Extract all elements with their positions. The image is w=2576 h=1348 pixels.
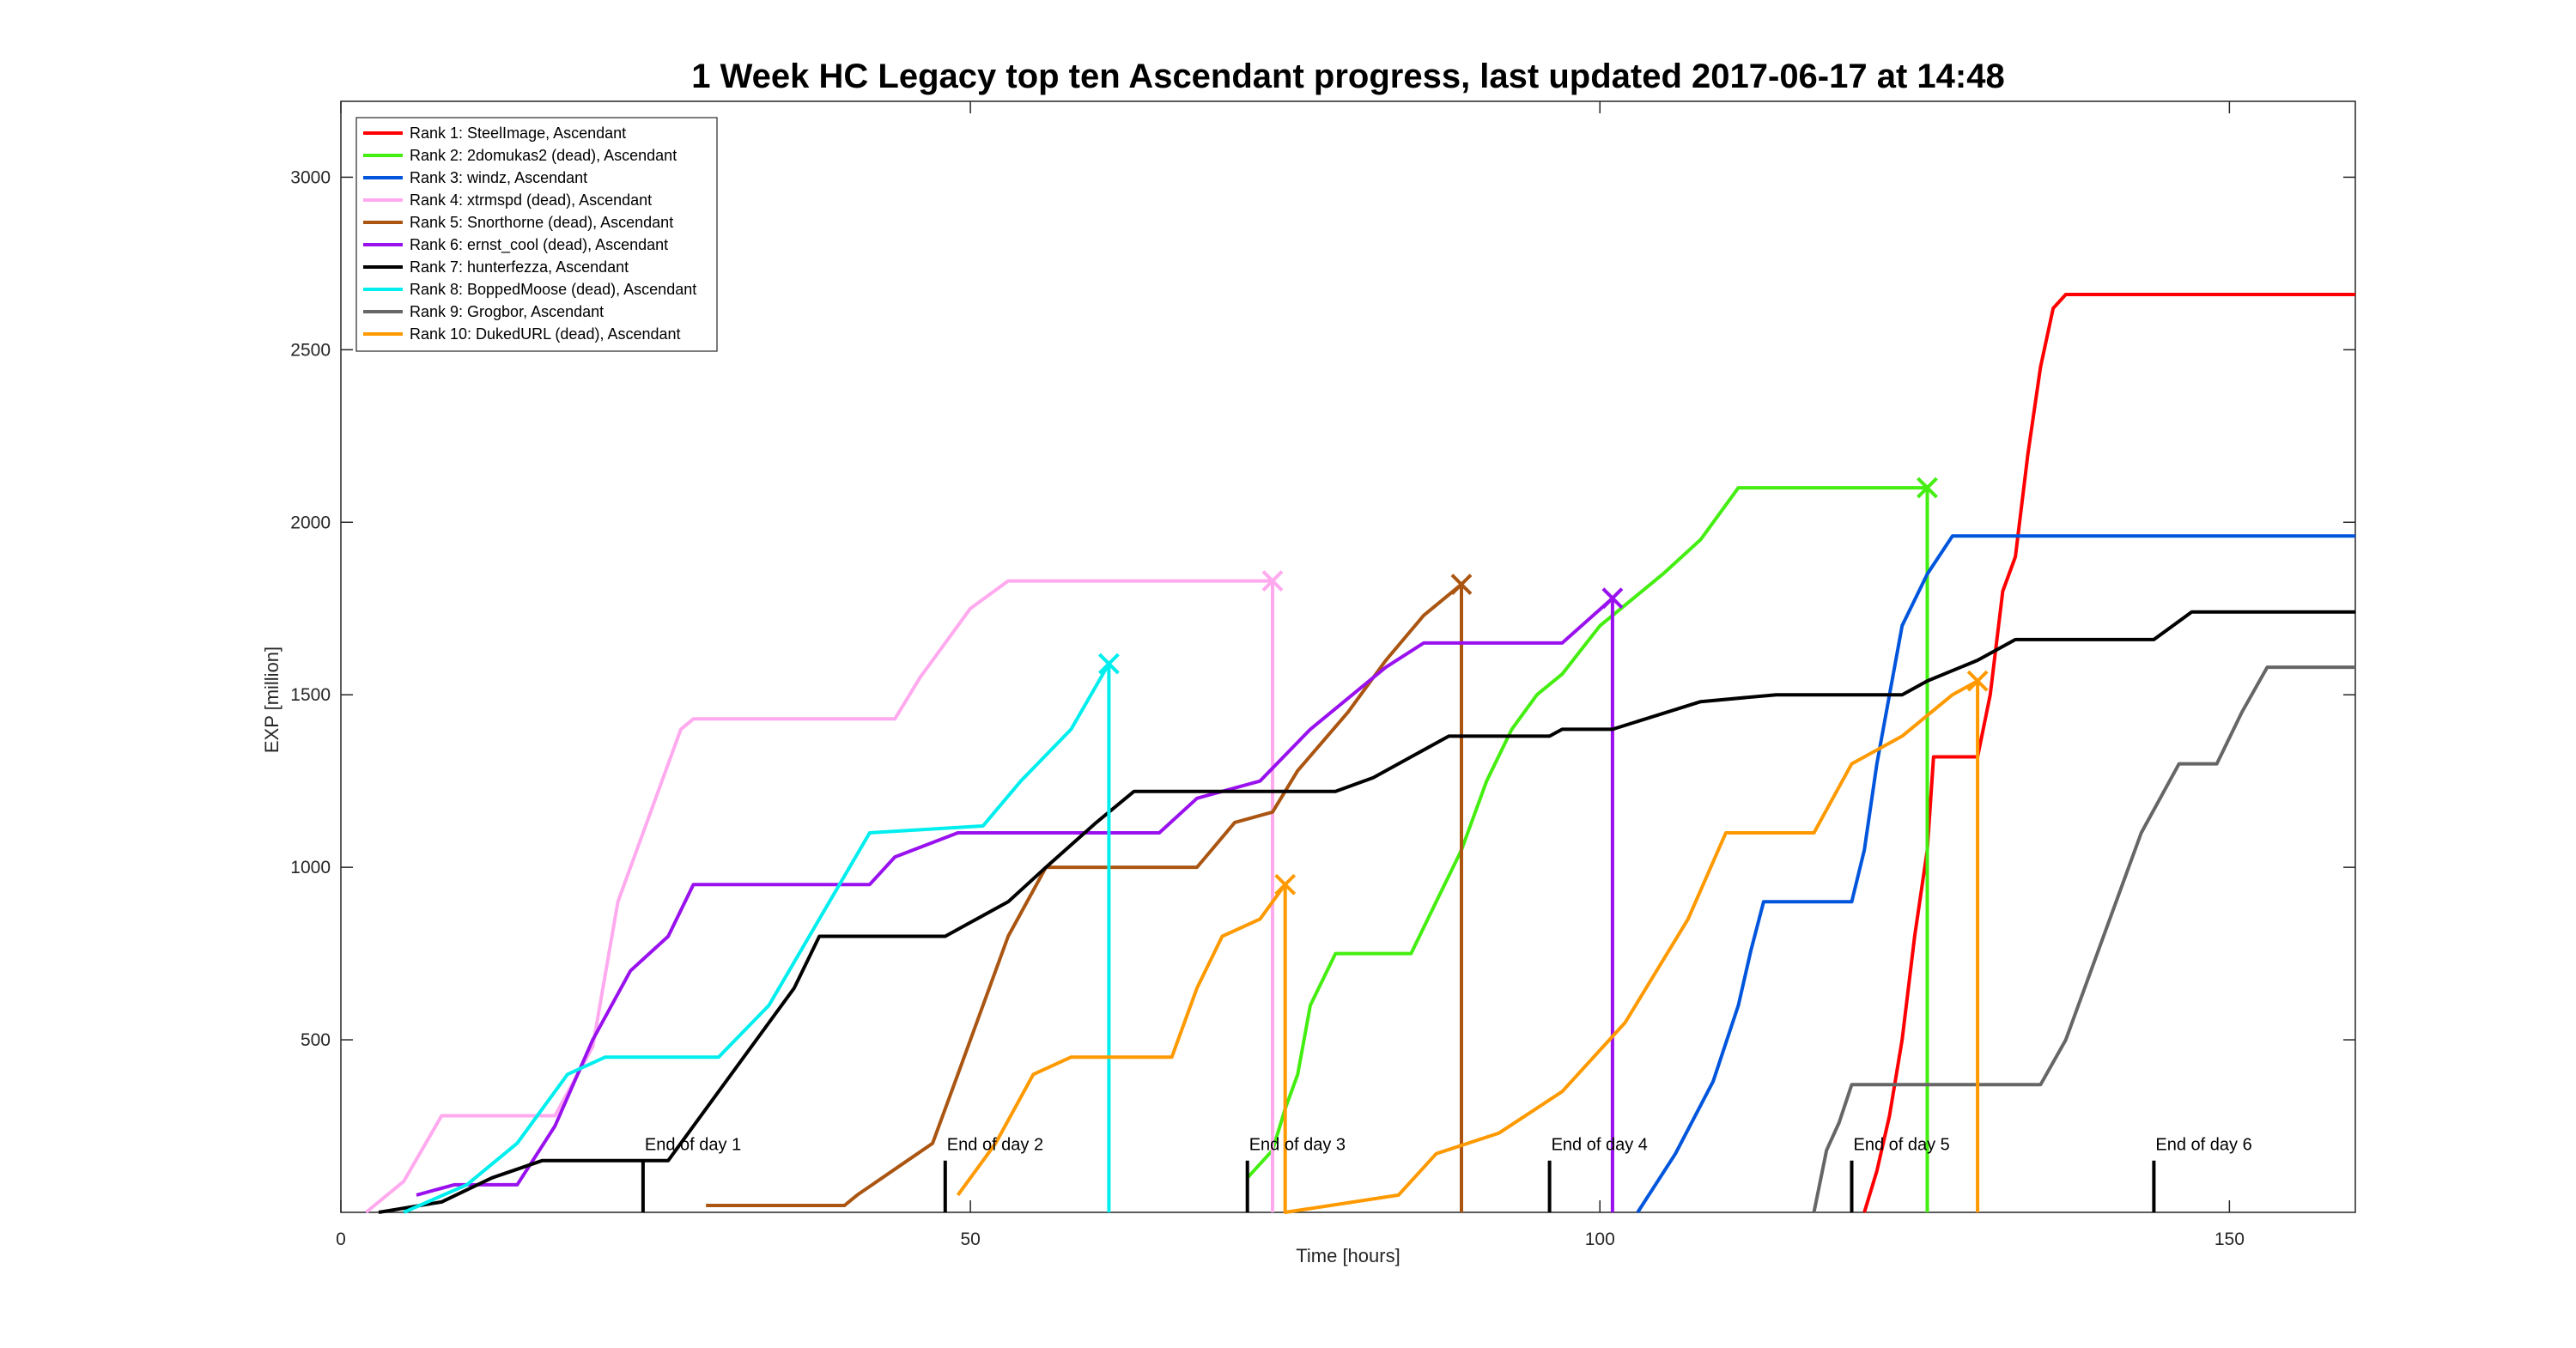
legend-entry: Rank 1: SteelImage, Ascendant: [410, 124, 626, 142]
y-axis-label: EXP [million]: [261, 647, 283, 753]
legend-entry: Rank 2: 2domukas2 (dead), Ascendant: [410, 147, 677, 164]
series-line: [1862, 293, 2355, 1213]
y-tick-label: 500: [301, 1030, 331, 1050]
x-tick-label: 50: [960, 1230, 980, 1249]
death-marker: [1966, 670, 1989, 692]
series-line: [956, 679, 1980, 1214]
y-tick-label: 2500: [290, 340, 331, 360]
death-marker: [1601, 587, 1624, 610]
series-line: [416, 596, 1614, 1212]
x-tick-label: 0: [336, 1230, 346, 1249]
death-marker: [1450, 574, 1473, 596]
series-10: [956, 670, 1989, 1214]
y-tick-label: 1500: [290, 685, 331, 705]
series-5: [706, 574, 1473, 1212]
death-marker: [1097, 653, 1120, 675]
series-3: [1636, 534, 2355, 1214]
legend-entry: Rank 9: Grogbor, Ascendant: [410, 303, 604, 320]
chart-title: 1 Week HC Legacy top ten Ascendant progr…: [691, 58, 2004, 95]
series-8: [403, 653, 1120, 1214]
legend-entry: Rank 7: hunterfezza, Ascendant: [410, 258, 629, 276]
day-marker-label: End of day 6: [2155, 1136, 2251, 1155]
series-1: [1862, 293, 2355, 1213]
legend-box: [355, 117, 718, 352]
legend-entry: Rank 3: windz, Ascendant: [410, 169, 587, 186]
series-line: [403, 662, 1111, 1214]
y-tick-label: 3000: [290, 167, 331, 187]
series-line: [1812, 665, 2355, 1213]
death-marker: [1917, 477, 1938, 499]
legend-entry: Rank 8: BoppedMoose (dead), Ascendant: [410, 281, 696, 298]
series-line: [706, 582, 1463, 1212]
x-tick-label: 100: [1585, 1230, 1615, 1249]
day-marker-label: End of day 1: [645, 1136, 741, 1155]
legend-entry: Rank 5: Snorthorne (dead), Ascendant: [410, 214, 673, 231]
death-marker: [1274, 873, 1297, 896]
x-tick-label: 150: [2215, 1230, 2245, 1249]
series-4: [365, 570, 1284, 1214]
y-tick-label: 1000: [290, 858, 331, 877]
day-marker-label: End of day 2: [947, 1136, 1043, 1155]
death-marker: [1261, 570, 1284, 592]
day-marker-label: End of day 5: [1854, 1136, 1950, 1155]
day-marker-label: End of day 3: [1249, 1136, 1346, 1155]
series-line: [1636, 534, 2355, 1214]
day-marker-label: End of day 4: [1552, 1136, 1648, 1155]
x-axis-label: Time [hours]: [1296, 1245, 1400, 1266]
series-9: [1812, 665, 2355, 1213]
legend-entry: Rank 10: DukedURL (dead), Ascendant: [410, 325, 681, 343]
legend-entry: Rank 6: ernst_cool (dead), Ascendant: [410, 236, 668, 254]
series-7: [378, 610, 2355, 1214]
y-tick-label: 2000: [290, 513, 331, 532]
series-6: [416, 587, 1624, 1212]
legend-entry: Rank 4: xtrmspd (dead), Ascendant: [410, 191, 652, 209]
series-2: [1246, 477, 1938, 1212]
series-line: [1246, 486, 1929, 1212]
legend: Rank 1: SteelImage, Ascendant Rank 2: 2do…: [355, 117, 718, 352]
series-line: [365, 579, 1274, 1214]
series-line: [378, 610, 2355, 1214]
